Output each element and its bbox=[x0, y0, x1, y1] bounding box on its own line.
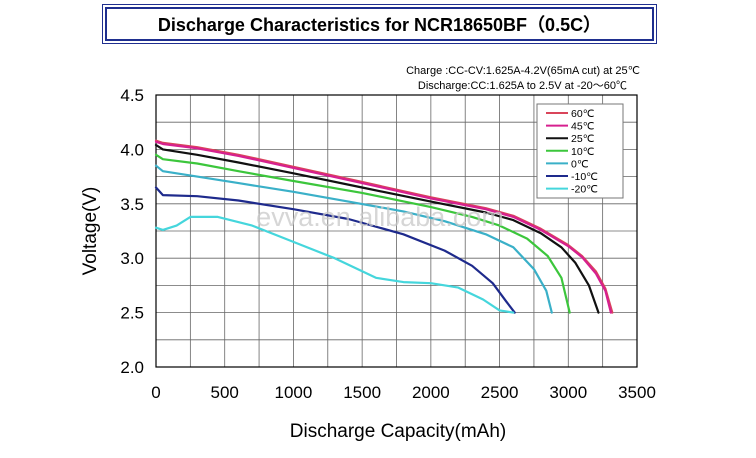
y-tick-label: 2.0 bbox=[120, 358, 144, 377]
plot-area: 0 500 1000 1500 2000 2500 3000 3500 2.0 2.5 3.0 3.5… bbox=[120, 86, 656, 402]
legend-label: 45℃ bbox=[571, 121, 595, 133]
legend-label: -10℃ bbox=[571, 171, 598, 183]
annotation-charge: Charge :CC-CV:1.625A-4.2V(65mA cut) at 2… bbox=[406, 65, 640, 77]
chart-title-box: Discharge Characteristics for NCR18650BF… bbox=[105, 7, 654, 41]
watermark: evva.en.alibaba.com bbox=[256, 202, 504, 232]
x-tick-label: 2500 bbox=[481, 383, 519, 402]
y-tick-label: 3.5 bbox=[120, 195, 144, 214]
series-line bbox=[154, 215, 515, 314]
x-tick-label: 2000 bbox=[412, 383, 450, 402]
legend-label: 60℃ bbox=[571, 108, 595, 120]
series-line bbox=[154, 143, 600, 314]
series-line bbox=[154, 186, 516, 314]
y-tick-label: 2.5 bbox=[120, 304, 144, 323]
legend-label: 0℃ bbox=[571, 158, 589, 170]
series-line bbox=[154, 140, 613, 314]
x-tick-label: 1500 bbox=[343, 383, 381, 402]
y-axis-label: Voltage(V) bbox=[80, 187, 101, 276]
legend-label: -20℃ bbox=[571, 184, 598, 196]
series-line bbox=[154, 164, 553, 314]
chart-title: Discharge Characteristics for NCR18650BF… bbox=[157, 15, 602, 35]
x-tick-label: 3500 bbox=[618, 383, 656, 402]
legend-label: 10℃ bbox=[571, 146, 595, 158]
x-axis-label: Discharge Capacity(mAh) bbox=[290, 421, 506, 442]
series-line bbox=[154, 153, 571, 314]
x-tick-label: 0 bbox=[151, 383, 160, 402]
x-tick-label: 3000 bbox=[549, 383, 587, 402]
x-tick-label: 500 bbox=[211, 383, 239, 402]
x-tick-label: 1000 bbox=[275, 383, 313, 402]
y-tick-label: 4.0 bbox=[120, 140, 144, 159]
y-tick-label: 4.5 bbox=[120, 86, 144, 105]
annotation-discharge: Discharge:CC:1.625A to 2.5V at -20～60℃ bbox=[418, 80, 627, 92]
plot-frame bbox=[155, 94, 638, 368]
y-tick-label: 3.0 bbox=[120, 249, 144, 268]
legend-label: 25℃ bbox=[571, 133, 595, 145]
